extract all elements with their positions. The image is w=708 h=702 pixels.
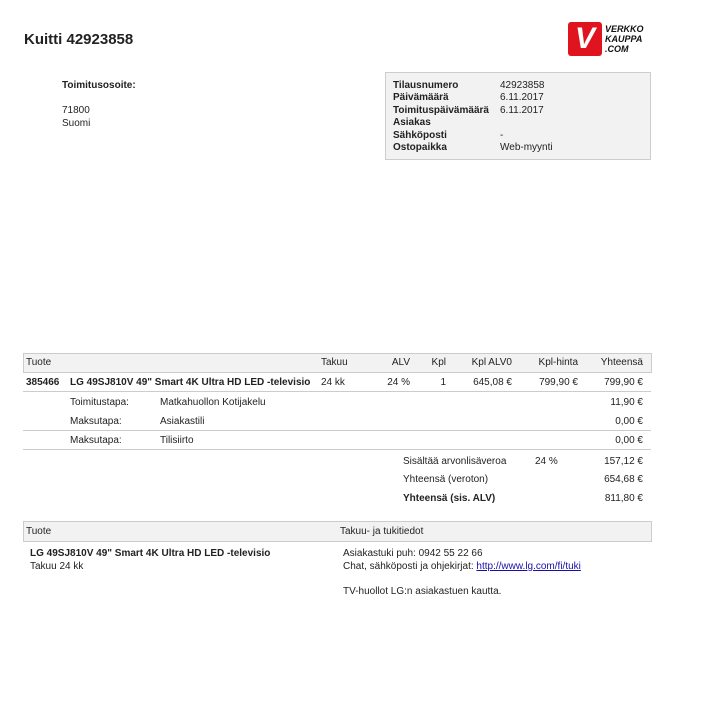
info-value: 6.11.2017 <box>500 104 544 116</box>
logo-text: VERKKO KAUPPA .COM <box>605 24 644 54</box>
total-amount: 811,80 € <box>604 493 643 504</box>
col-alv: ALV <box>391 357 410 368</box>
product-warranty: 24 kk <box>321 377 345 388</box>
info-value: 6.11.2017 <box>500 92 544 104</box>
page-title: Kuitti 42923858 <box>24 31 134 48</box>
product-total: 799,90 € <box>604 377 643 388</box>
extra-amount: 0,00 € <box>615 435 643 446</box>
col-kpl-alv0: Kpl ALV0 <box>471 357 512 368</box>
support-phone: Asiakastuki puh: 0942 55 22 66 <box>343 548 483 559</box>
extra-value: Asiakastili <box>160 416 205 427</box>
delivery-address-label: Toimitusosoite: <box>62 80 136 91</box>
warranty-table-header <box>23 521 652 542</box>
info-label: Tilausnumero <box>393 80 459 91</box>
divider <box>23 391 651 392</box>
product-name: LG 49SJ810V 49" Smart 4K Ultra HD LED -t… <box>70 377 311 388</box>
delivery-postcode: 71800 <box>62 105 90 116</box>
product-vat: 24 % <box>387 377 410 388</box>
extra-amount: 11,90 € <box>610 397 643 408</box>
warranty-product-term: Takuu 24 kk <box>30 561 84 572</box>
order-info-box <box>385 72 651 160</box>
total-label: Yhteensä (sis. ALV) <box>403 493 496 504</box>
col-yhteensa: Yhteensä <box>600 357 643 368</box>
support-link[interactable]: http://www.lg.com/fi/tuki <box>476 561 581 572</box>
total-amount: 654,68 € <box>604 474 643 485</box>
support-chat: Chat, sähköposti ja ohjekirjat: http://w… <box>343 561 581 572</box>
service-note: TV-huollot LG:n asiakastuen kautta. <box>343 586 502 597</box>
col-kpl: Kpl <box>431 357 446 368</box>
total-label: Sisältää arvonlisäveroa <box>403 456 507 467</box>
divider <box>23 430 651 431</box>
total-amount: 157,12 € <box>604 456 643 467</box>
extra-label: Maksutapa: <box>70 416 122 427</box>
info-value: - <box>500 129 504 141</box>
info-label: Ostopaikka <box>393 142 447 153</box>
verkkokauppa-logo: V VERKKO KAUPPA .COM <box>568 22 652 56</box>
col-takuu: Takuu <box>321 357 348 368</box>
info-value: Web-myynti <box>500 142 553 153</box>
col-kpl-hinta: Kpl-hinta <box>538 357 578 368</box>
info-label: Asiakas <box>393 117 431 129</box>
col-warranty-info: Takuu- ja tukitiedot <box>340 526 424 537</box>
product-id: 385466 <box>26 377 60 388</box>
order-table-header <box>23 353 652 373</box>
product-unit-ex-vat: 645,08 € <box>473 377 512 388</box>
extra-label: Maksutapa: <box>70 435 122 446</box>
col-tuote: Tuote <box>26 526 52 537</box>
warranty-product-name: LG 49SJ810V 49" Smart 4K Ultra HD LED -t… <box>30 548 271 559</box>
extra-amount: 0,00 € <box>615 416 643 427</box>
info-label: Toimituspäivämäärä <box>393 104 489 116</box>
extra-value: Matkahuollon Kotijakelu <box>160 397 266 408</box>
total-label: Yhteensä (veroton) <box>403 474 489 485</box>
info-label: Päivämäärä <box>393 92 449 104</box>
product-qty: 1 <box>440 377 446 388</box>
delivery-country: Suomi <box>62 118 91 129</box>
col-tuote: Tuote <box>26 357 52 368</box>
total-rate: 24 % <box>535 456 558 467</box>
product-unit-price: 799,90 € <box>539 377 578 388</box>
info-label: Sähköposti <box>393 129 447 141</box>
divider <box>23 449 651 450</box>
extra-label: Toimitustapa: <box>70 397 129 408</box>
info-value: 42923858 <box>500 80 545 91</box>
logo-mark: V <box>568 22 602 56</box>
support-chat-label: Chat, sähköposti ja ohjekirjat: <box>343 561 477 572</box>
extra-value: Tilisiirto <box>160 435 194 446</box>
